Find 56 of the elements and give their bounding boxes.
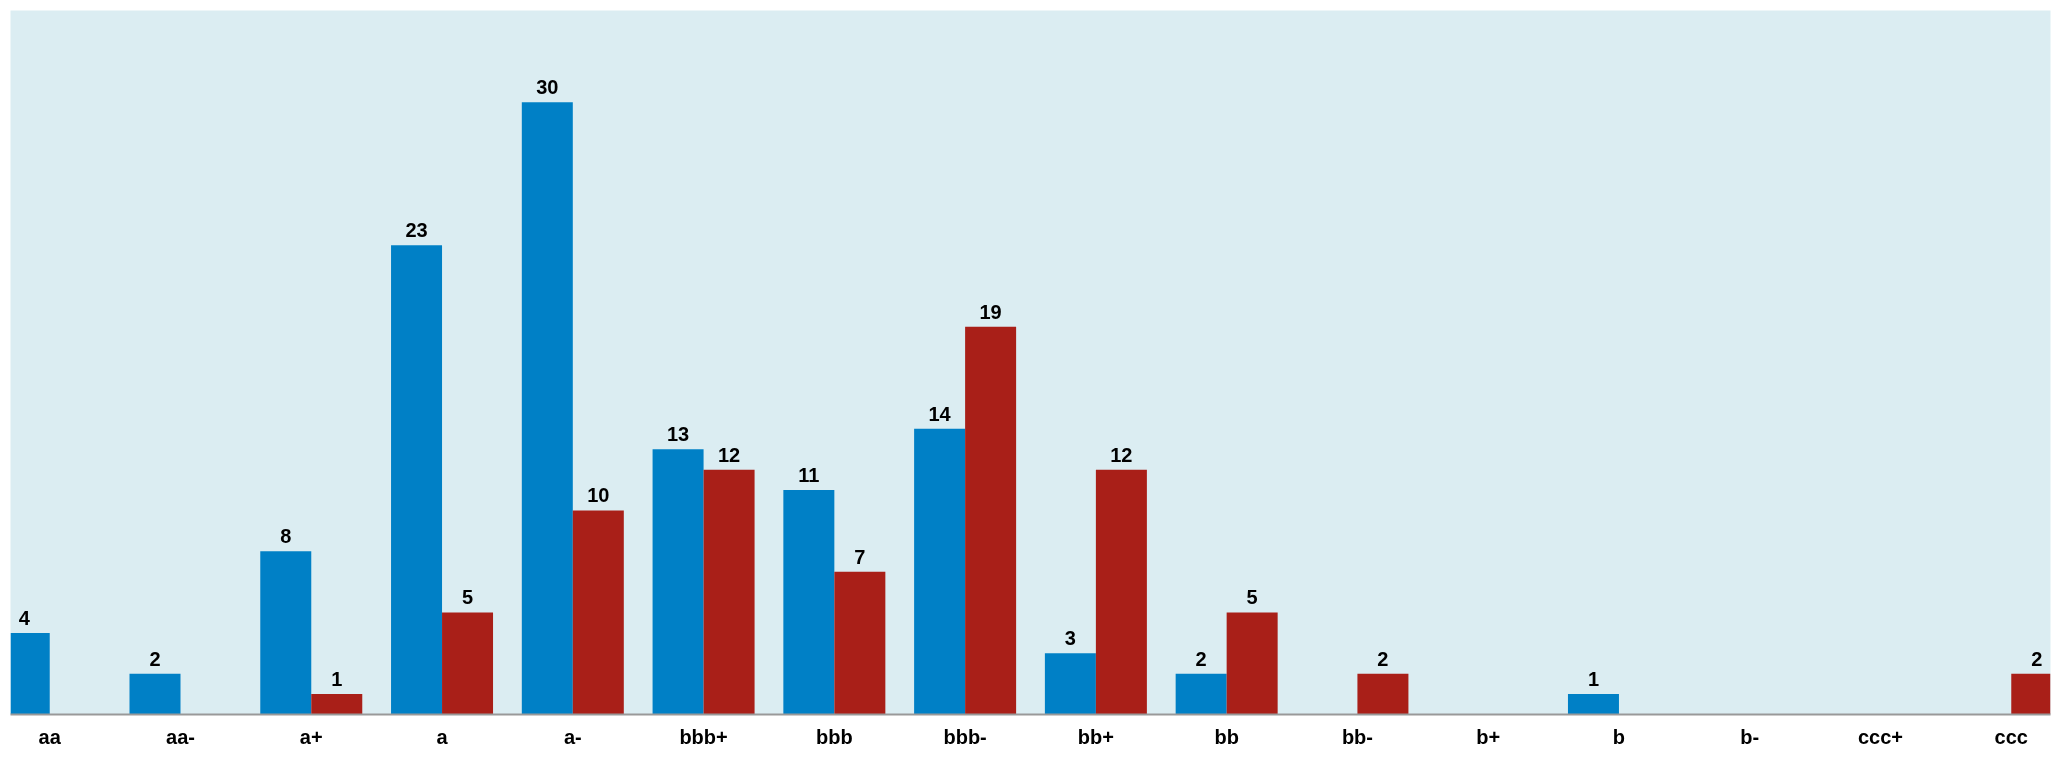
x-tick-label: bbb+: [679, 725, 728, 748]
data-label: 1: [331, 668, 343, 691]
x-tick-label: b-: [1740, 725, 1760, 748]
bar: [1095, 469, 1147, 715]
data-label: 30: [536, 76, 559, 99]
data-label: 14: [928, 402, 952, 425]
data-label: 7: [854, 545, 866, 568]
bar: [1357, 673, 1409, 715]
bar: [260, 551, 312, 715]
x-tick-label: aa-: [166, 725, 195, 748]
data-label: 23: [405, 219, 428, 242]
data-label: 4: [18, 606, 31, 629]
data-label: 5: [1246, 586, 1258, 609]
bar: [834, 571, 886, 715]
bar: [572, 510, 624, 715]
x-tick-label: bbb: [816, 725, 853, 748]
x-tick-label: bbb-: [943, 725, 987, 748]
x-tick-label: ccc+: [1857, 725, 1904, 748]
bar: [391, 245, 443, 715]
bar: [1044, 653, 1096, 715]
data-label: 5: [461, 586, 474, 609]
data-label: 8: [280, 525, 292, 548]
x-tick-label: ccc: [1994, 725, 2028, 748]
bar: [1567, 694, 1619, 715]
data-label: 12: [1110, 443, 1133, 466]
bar: [521, 102, 573, 715]
bar: [965, 326, 1017, 715]
x-tick-label: aa: [38, 725, 62, 748]
data-label: 2: [1195, 647, 1207, 670]
x-tick-label: bb-: [1341, 725, 1373, 748]
bar: [652, 449, 704, 715]
bar: [129, 673, 181, 715]
x-tick-label: bb+: [1077, 725, 1114, 748]
x-tick-label: a: [436, 725, 449, 748]
data-label: 12: [717, 443, 741, 466]
data-label: 13: [666, 423, 690, 446]
bar: [703, 469, 755, 715]
bar: [914, 428, 966, 715]
bar: [1175, 673, 1227, 715]
data-label: 2: [2031, 647, 2043, 670]
data-label: 2: [1377, 647, 1389, 670]
data-label: 10: [587, 484, 610, 507]
x-tick-label: bb: [1214, 725, 1239, 748]
data-label: 3: [1064, 627, 1076, 650]
data-label: 19: [979, 300, 1002, 323]
x-tick-label: b+: [1476, 725, 1501, 748]
bar: [783, 490, 835, 715]
x-tick-label: a+: [299, 725, 323, 748]
bar: [1226, 612, 1278, 715]
bar: [311, 694, 363, 715]
data-label: 11: [798, 464, 820, 487]
bar: [442, 612, 494, 715]
x-tick-label: a-: [563, 725, 582, 748]
x-tick-label: b: [1612, 725, 1626, 748]
data-label: 2: [149, 647, 161, 670]
data-label: 1: [1587, 668, 1600, 691]
